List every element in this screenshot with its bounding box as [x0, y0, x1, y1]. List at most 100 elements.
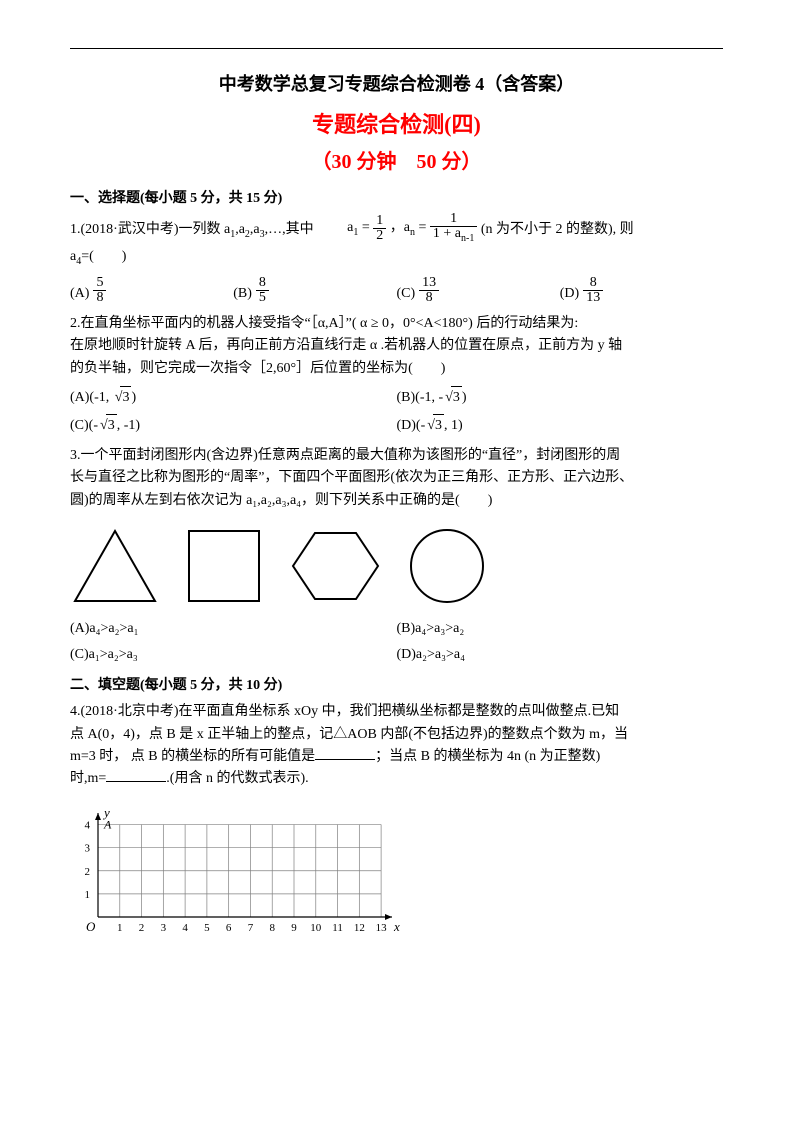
q1-opt-c-den: 8 — [419, 291, 439, 305]
q4-line3a: m=3 时， 点 B 的横坐标的所有可能值是 — [70, 749, 315, 764]
svg-text:12: 12 — [354, 922, 365, 934]
q2-opt-b-close: ) — [462, 390, 467, 405]
svg-text:9: 9 — [291, 922, 297, 934]
q2-opt-a-close: ) — [131, 390, 136, 405]
q1-line2: a4=( ) — [70, 246, 723, 270]
q2-opt-a-rad: 3 — [120, 386, 131, 409]
svg-text:6: 6 — [226, 922, 232, 934]
square-shape — [184, 526, 264, 606]
q2-opt-c-label: (C)( — [70, 418, 93, 433]
q4-line4: 时,m=.(用含 n 的代数式表示). — [70, 768, 723, 790]
q1-an-den-pre: 1 + a — [433, 226, 461, 241]
q3-option-d: (D)a₂>a₃>a₄ — [397, 642, 724, 668]
q2-opt-c-sqrt: 3 — [98, 414, 117, 437]
q2-opt-d-close: ) — [458, 418, 463, 433]
svg-text:8: 8 — [269, 922, 275, 934]
svg-text:1: 1 — [85, 889, 91, 901]
q2-opt-b-sqrt: 3 — [443, 386, 462, 409]
triangle-shape — [70, 526, 160, 606]
q1-a1-den: 2 — [373, 229, 386, 243]
q3-line1: 3.一个平面封闭图形内(含边界)任意两点距离的最大值称为该图形的“直径”，封闭图… — [70, 445, 723, 467]
svg-text:4: 4 — [85, 819, 91, 831]
q2-opt-d-mid: , 1 — [444, 418, 458, 433]
svg-text:2: 2 — [85, 866, 91, 878]
q1-options: (A) 5 8 (B) 8 5 (C) 13 8 (D) 8 13 — [70, 276, 723, 305]
q3-option-b: (B)a₄>a₃>a₂ — [397, 616, 724, 642]
section-2-heading: 二、填空题(每小题 5 分，共 10 分) — [70, 675, 723, 697]
blank-1 — [315, 746, 375, 760]
q1-opt-a-frac: 5 8 — [93, 276, 106, 305]
q2-opt-b-label: (B)( — [397, 390, 420, 405]
q2-line3: 的负半轴，则它完成一次指令［2,60°］后位置的坐标为( ) — [70, 358, 723, 380]
q1-opt-c-label: (C) — [397, 283, 416, 305]
blank-2 — [106, 768, 166, 782]
q2-option-d: (D)(-3, 1) — [397, 412, 724, 439]
q2-opt-c-mid: , -1 — [117, 418, 136, 433]
q1-a1-eq: = — [362, 221, 370, 236]
q2-opt-d-rad: 3 — [433, 414, 444, 437]
q1-frac-a1: 1 2 — [373, 214, 386, 243]
q1-opt-a-den: 8 — [93, 291, 106, 305]
svg-text:3: 3 — [161, 922, 167, 934]
q2-opt-c-rad: 3 — [106, 414, 117, 437]
q1-prefix: 1.(2018·武汉中考)一列数 a — [70, 223, 230, 238]
hexagon-shape — [288, 526, 383, 606]
svg-text:10: 10 — [310, 922, 322, 934]
q1-opt-d-num: 8 — [583, 276, 603, 291]
svg-text:4: 4 — [182, 922, 188, 934]
q4-line2: 点 A(0，4)，点 B 是 x 正半轴上的整点，记△AOB 内部(不包括边界)… — [70, 724, 723, 746]
q1-frac-an: 1 1 + an-1 — [430, 212, 477, 244]
q2-opt-a-x: -1, — [94, 390, 113, 405]
q1-a4-suffix: =( ) — [81, 249, 126, 264]
q2-option-a: (A)(-1, 3) — [70, 384, 397, 411]
svg-text:13: 13 — [376, 922, 388, 934]
circle-shape — [407, 526, 487, 606]
svg-text:7: 7 — [248, 922, 254, 934]
q1-option-b: (B) 8 5 — [233, 276, 396, 305]
q4-line1: 4.(2018·北京中考)在平面直角坐标系 xOy 中，我们把横纵坐标都是整数的… — [70, 701, 723, 723]
q3-options: (A)a₄>a₂>a₁ (B)a₄>a₃>a₂ (C)a₁>a₂>a₃ (D)a… — [70, 616, 723, 669]
svg-text:5: 5 — [204, 922, 210, 934]
q2-opt-b-rad: 3 — [451, 386, 462, 409]
q1-a1-num: 1 — [373, 214, 386, 229]
q2-line2: 在原地顺时针旋转 A 后，再向正前方沿直线行走 α .若机器人的位置在原点，正前… — [70, 335, 723, 357]
q1-opt-b-label: (B) — [233, 283, 252, 305]
svg-text:11: 11 — [332, 922, 343, 934]
q1-opt-b-frac: 8 5 — [256, 276, 269, 305]
q1-opt-d-den: 13 — [583, 291, 603, 305]
subtitle-1: 专题综合检测(四) — [70, 107, 723, 142]
question-1: 1.(2018·武汉中考)一列数 a1,a2,a3,…,其中 a1 = 1 2 … — [70, 214, 723, 246]
q1-option-c: (C) 13 8 — [397, 276, 560, 305]
q2-opt-d-label: (D)( — [397, 418, 421, 433]
q1-option-a: (A) 5 8 — [70, 276, 233, 305]
q4-line3b: ；当点 B 的横坐标为 4n (n 为正整数) — [375, 749, 600, 764]
coordinate-grid-svg: 123456789101112131234xyOA — [70, 799, 410, 939]
q4-line4a: 时,m= — [70, 771, 106, 786]
svg-text:O: O — [86, 919, 96, 934]
q3-shapes — [70, 526, 723, 606]
q4-line3: m=3 时， 点 B 的横坐标的所有可能值是 ；当点 B 的横坐标为 4n (n … — [70, 746, 723, 768]
q2-opt-d-sqrt: 3 — [425, 414, 444, 437]
q3-line3: 圆)的周率从左到右依次记为 a₁,a₂,a₃,a₄，则下列关系中正确的是( ) — [70, 490, 723, 512]
q1-seq: ,…,其中 — [265, 223, 314, 238]
q1-suffix: (n 为不小于 2 的整数), 则 — [481, 223, 634, 238]
q2-opt-a-sqrt: 3 — [113, 386, 132, 409]
q2-opt-b-x: -1, - — [420, 390, 443, 405]
q1-an-eq: = — [418, 221, 426, 236]
q1-opt-c-num: 13 — [419, 276, 439, 291]
q2-options: (A)(-1, 3) (B)(-1, -3) (C)(-3, -1) (D)(-… — [70, 384, 723, 439]
page-top-rule — [70, 48, 723, 49]
q3-option-c: (C)a₁>a₂>a₃ — [70, 642, 397, 668]
q1-opt-b-num: 8 — [256, 276, 269, 291]
q2-opt-c-close: ) — [135, 418, 140, 433]
q1-an-num: 1 — [430, 212, 477, 227]
q1-an-den-sub: n-1 — [461, 233, 474, 244]
svg-text:A: A — [103, 817, 112, 831]
q1-opt-a-num: 5 — [93, 276, 106, 291]
q1-formula: a1 = 1 2 ，an = 1 1 + an-1 — [347, 212, 477, 244]
q1-opt-a-label: (A) — [70, 283, 89, 305]
q3-option-a: (A)a₄>a₂>a₁ — [70, 616, 397, 642]
section-1-heading: 一、选择题(每小题 5 分，共 15 分) — [70, 188, 723, 210]
svg-text:2: 2 — [139, 922, 145, 934]
q2-line1: 2.在直角坐标平面内的机器人接受指令“［α,A］”( α ≥ 0，0°<A<18… — [70, 313, 723, 335]
